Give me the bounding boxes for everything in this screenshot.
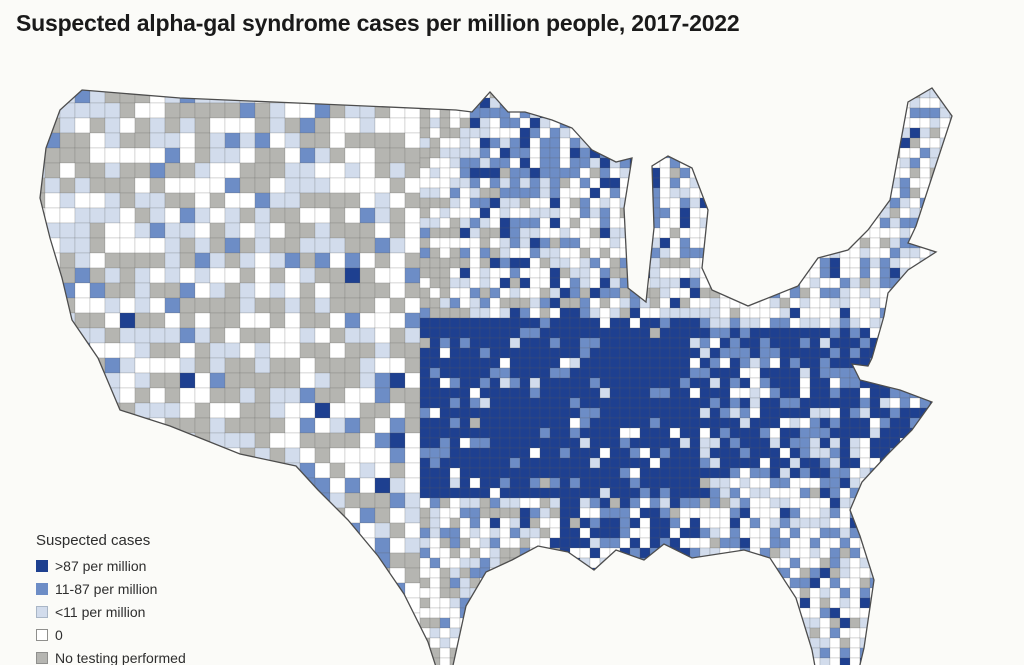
legend-swatch: [36, 628, 48, 641]
legend-label: 0: [55, 626, 63, 643]
legend-swatch: [36, 651, 48, 664]
legend-label: 11-87 per million: [55, 580, 158, 597]
legend-label: No testing performed: [55, 649, 186, 665]
legend-title: Suspected cases: [36, 532, 151, 549]
legend-swatch: [36, 605, 48, 618]
legend-swatch: [36, 559, 48, 572]
legend-item: 0: [36, 623, 186, 646]
legend-item: >87 per million: [36, 554, 186, 577]
legend-item: No testing performed: [36, 646, 186, 665]
legend-label: <11 per million: [55, 603, 146, 620]
us-outline: [39, 87, 953, 665]
us-county-choropleth-map: [39, 87, 953, 665]
legend-item: <11 per million: [36, 600, 186, 623]
legend: Suspected cases >87 per million 11-87 per…: [36, 532, 186, 665]
legend-swatch: [36, 582, 48, 595]
legend-item: 11-87 per million: [36, 577, 186, 600]
page-title: Suspected alpha-gal syndrome cases per m…: [16, 10, 740, 36]
legend-label: >87 per million: [55, 557, 147, 574]
legend-items: >87 per million 11-87 per million <11 per …: [36, 554, 186, 665]
